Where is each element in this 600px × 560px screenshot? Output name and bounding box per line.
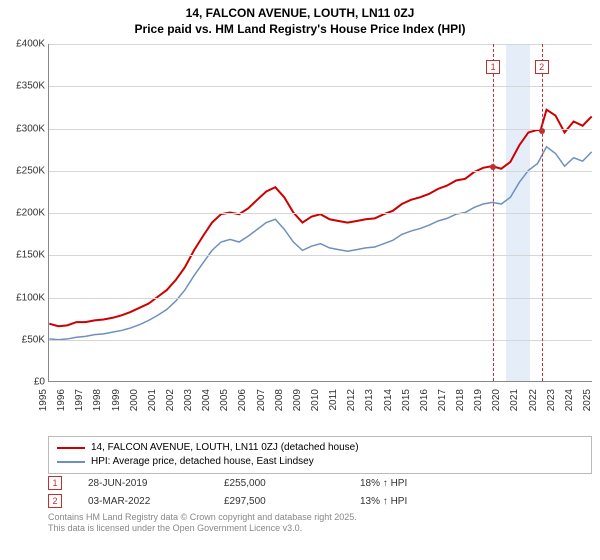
marker-dot bbox=[490, 164, 496, 170]
x-tick-label: 2023 bbox=[546, 389, 557, 411]
y-tick-label: £300K bbox=[1, 123, 45, 134]
plot-area: £0£50K£100K£150K£200K£250K£300K£350K£400… bbox=[48, 44, 592, 382]
marker-badge: 1 bbox=[486, 60, 500, 74]
x-tick-label: 2016 bbox=[419, 389, 430, 411]
series-line-0 bbox=[49, 110, 591, 327]
footer-hpi-2: 13% ↑ HPI bbox=[360, 496, 470, 507]
marker-dot bbox=[539, 128, 545, 134]
x-tick-label: 2004 bbox=[201, 389, 212, 411]
y-tick-label: £400K bbox=[1, 39, 45, 50]
footer-hpi-1: 18% ↑ HPI bbox=[360, 478, 470, 489]
y-tick-label: £100K bbox=[1, 292, 45, 303]
x-tick-label: 2003 bbox=[183, 389, 194, 411]
x-tick-label: 2018 bbox=[455, 389, 466, 411]
x-tick-label: 2015 bbox=[401, 389, 412, 411]
title-line-2: Price paid vs. HM Land Registry's House … bbox=[0, 22, 600, 38]
x-tick-label: 2017 bbox=[437, 389, 448, 411]
footer-badge-2: 2 bbox=[48, 494, 62, 508]
x-tick-label: 2025 bbox=[582, 389, 593, 411]
legend-label-1: 14, FALCON AVENUE, LOUTH, LN11 0ZJ (deta… bbox=[91, 441, 359, 455]
x-tick-label: 2013 bbox=[364, 389, 375, 411]
x-tick-label: 2012 bbox=[346, 389, 357, 411]
y-gridline bbox=[49, 298, 592, 299]
x-tick-label: 1999 bbox=[111, 389, 122, 411]
x-tick-label: 2019 bbox=[473, 389, 484, 411]
chart-container: 14, FALCON AVENUE, LOUTH, LN11 0ZJ Price… bbox=[0, 0, 600, 432]
series-line-1 bbox=[49, 147, 591, 340]
x-tick-label: 2007 bbox=[256, 389, 267, 411]
legend-item-1: 14, FALCON AVENUE, LOUTH, LN11 0ZJ (deta… bbox=[57, 441, 583, 455]
legend-swatch-2 bbox=[57, 461, 85, 463]
x-tick-label: 2014 bbox=[383, 389, 394, 411]
legend-label-2: HPI: Average price, detached house, East… bbox=[91, 455, 314, 469]
footer-price-2: £297,500 bbox=[224, 496, 334, 507]
x-tick-label: 2022 bbox=[528, 389, 539, 411]
credit-text: Contains HM Land Registry data © Crown c… bbox=[48, 512, 592, 534]
credit-line-1: Contains HM Land Registry data © Crown c… bbox=[48, 512, 357, 522]
credit-line-2: This data is licensed under the Open Gov… bbox=[48, 523, 302, 533]
y-tick-label: £0 bbox=[1, 377, 45, 388]
legend-item-2: HPI: Average price, detached house, East… bbox=[57, 455, 583, 469]
footer-table: 1 28-JUN-2019 £255,000 18% ↑ HPI 2 03-MA… bbox=[48, 476, 592, 534]
title-line-1: 14, FALCON AVENUE, LOUTH, LN11 0ZJ bbox=[0, 6, 600, 22]
marker-line bbox=[493, 44, 494, 381]
y-gridline bbox=[49, 129, 592, 130]
legend-swatch-1 bbox=[57, 447, 85, 449]
x-tick-label: 2006 bbox=[237, 389, 248, 411]
x-tick-label: 1997 bbox=[74, 389, 85, 411]
footer-row-1: 1 28-JUN-2019 £255,000 18% ↑ HPI bbox=[48, 476, 592, 490]
y-tick-label: £350K bbox=[1, 81, 45, 92]
x-tick-label: 1996 bbox=[56, 389, 67, 411]
y-gridline bbox=[49, 213, 592, 214]
y-gridline bbox=[49, 255, 592, 256]
footer-row-2: 2 03-MAR-2022 £297,500 13% ↑ HPI bbox=[48, 494, 592, 508]
x-tick-label: 2002 bbox=[165, 389, 176, 411]
x-tick-label: 1995 bbox=[38, 389, 49, 411]
legend-box: 14, FALCON AVENUE, LOUTH, LN11 0ZJ (deta… bbox=[48, 436, 592, 474]
x-tick-label: 1998 bbox=[92, 389, 103, 411]
x-tick-label: 2009 bbox=[292, 389, 303, 411]
x-tick-label: 2008 bbox=[274, 389, 285, 411]
footer-date-2: 03-MAR-2022 bbox=[88, 496, 198, 507]
y-gridline bbox=[49, 86, 592, 87]
footer-date-1: 28-JUN-2019 bbox=[88, 478, 198, 489]
x-tick-label: 2000 bbox=[129, 389, 140, 411]
y-tick-label: £50K bbox=[1, 334, 45, 345]
y-gridline bbox=[49, 171, 592, 172]
y-tick-label: £200K bbox=[1, 208, 45, 219]
x-tick-label: 2011 bbox=[328, 389, 339, 411]
footer-price-1: £255,000 bbox=[224, 478, 334, 489]
y-gridline bbox=[49, 44, 592, 45]
y-tick-label: £150K bbox=[1, 250, 45, 261]
x-tick-label: 2001 bbox=[147, 389, 158, 411]
marker-badge: 2 bbox=[535, 60, 549, 74]
chart-title: 14, FALCON AVENUE, LOUTH, LN11 0ZJ Price… bbox=[0, 0, 600, 37]
y-gridline bbox=[49, 340, 592, 341]
x-tick-label: 2024 bbox=[564, 389, 575, 411]
x-tick-label: 2020 bbox=[491, 389, 502, 411]
x-tick-label: 2010 bbox=[310, 389, 321, 411]
y-tick-label: £250K bbox=[1, 165, 45, 176]
x-tick-label: 2005 bbox=[219, 389, 230, 411]
footer-badge-1: 1 bbox=[48, 476, 62, 490]
x-tick-label: 2021 bbox=[509, 389, 520, 411]
marker-line bbox=[542, 44, 543, 381]
